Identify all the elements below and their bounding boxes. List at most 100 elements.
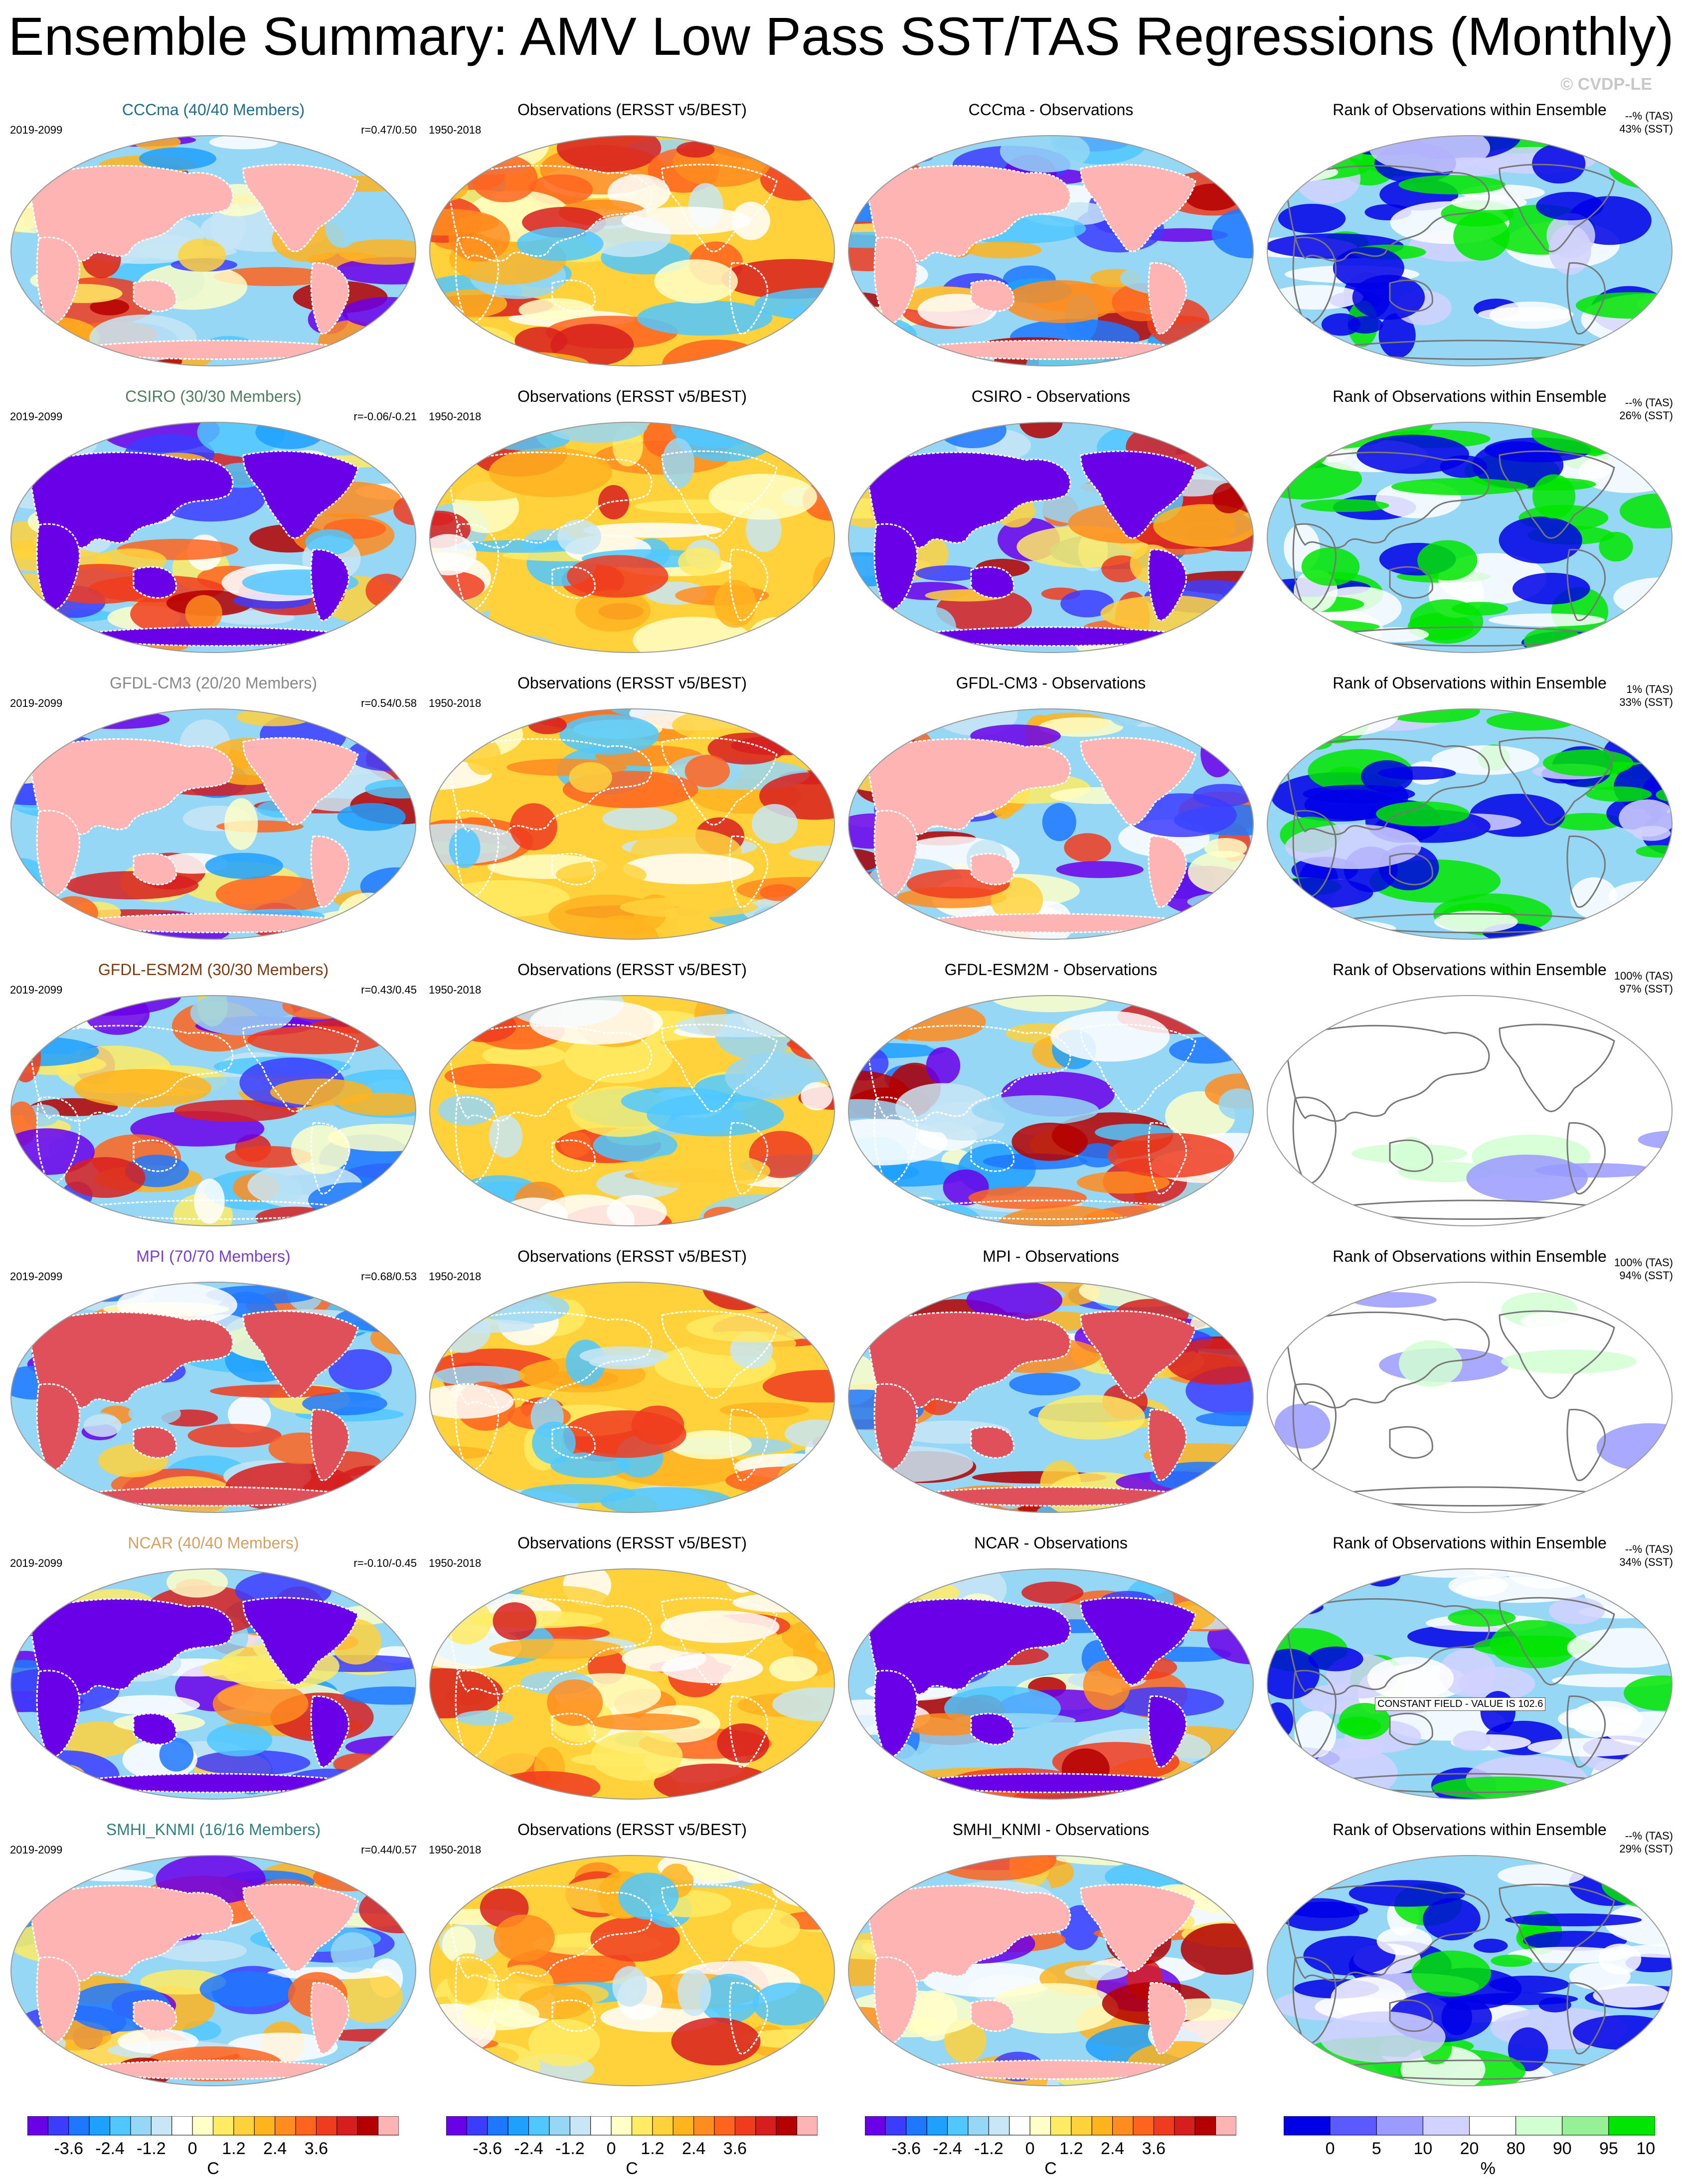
period-label: 2019-2099 — [10, 1557, 63, 1569]
globe-map — [848, 1855, 1254, 2086]
rank-map-title: Rank of Observations within Ensemble — [1333, 387, 1607, 405]
colorbar-swatch — [1283, 2116, 1331, 2136]
temperature-colorbar: -3.6 -2.4 -1.2 0 1.2 2.4 3.6 C — [27, 2116, 399, 2180]
colorbar-tick-label: 100 — [1636, 2139, 1655, 2158]
colorbar-swatch — [213, 2116, 234, 2136]
globe-map — [848, 1568, 1254, 1800]
colorbar-swatch — [295, 2116, 317, 2136]
rank-map-title: Rank of Observations within Ensemble — [1333, 674, 1607, 692]
colorbar-tick-label: -1.2 — [974, 2139, 1004, 2158]
model-map-row-7: SMHI_KNMI (16/16 Members) 2019-2099 r=0.44… — [9, 1820, 418, 2094]
colorbar-tick-label: 1.2 — [1059, 2139, 1083, 2158]
colorbar-tick-label: -2.4 — [514, 2139, 543, 2158]
colorbar-swatch — [192, 2116, 214, 2136]
obs-map-row-7: Observations (ERSST v5/BEST) 1950-2018 — [428, 1820, 837, 2094]
globe-map — [429, 1282, 835, 1513]
period-label: 2019-2099 — [10, 697, 63, 709]
colorbar-swatch — [487, 2116, 508, 2136]
period-label: 1950-2018 — [429, 124, 482, 136]
colorbar-swatch — [755, 2116, 777, 2136]
obs-map-title: Observations (ERSST v5/BEST) — [517, 101, 747, 119]
colorbar-swatch — [1330, 2116, 1377, 2136]
model-map-title: GFDL-ESM2M (30/30 Members) — [98, 961, 329, 979]
colorbar-swatch — [968, 2116, 989, 2136]
model-map-title: CSIRO (30/30 Members) — [125, 387, 302, 405]
rank-map-title: Rank of Observations within Ensemble — [1333, 1821, 1607, 1839]
obs-map-row-6: Observations (ERSST v5/BEST) 1950-2018 — [428, 1533, 837, 1807]
globe-map — [10, 422, 416, 653]
rank-sst: 43% (SST) — [1619, 123, 1673, 135]
rank-map-row-7: Rank of Observations within Ensemble --% … — [1265, 1820, 1674, 2094]
period-label: 2019-2099 — [10, 124, 63, 136]
model-map-row-3: GFDL-CM3 (20/20 Members) 2019-2099 r=0.54/… — [9, 673, 418, 947]
colorbar-swatch — [1009, 2116, 1030, 2136]
colorbar-swatch — [611, 2116, 633, 2136]
model-map-row-6: NCAR (40/40 Members) 2019-2099 r=-0.10/-0.… — [9, 1533, 418, 1807]
globe-map — [429, 1568, 835, 1800]
rank-map-title: Rank of Observations within Ensemble — [1333, 961, 1607, 979]
colorbar-swatch — [797, 2116, 818, 2136]
obs-map-row-2: Observations (ERSST v5/BEST) 1950-2018 — [428, 386, 837, 661]
globe-map — [10, 708, 416, 940]
colorbar-swatch — [1562, 2116, 1609, 2136]
colorbar-swatch — [275, 2116, 296, 2136]
colorbar-swatch — [89, 2116, 111, 2136]
globe-map — [429, 135, 835, 366]
colorbar-swatch — [947, 2116, 969, 2136]
watermark: © CVDP-LE — [1560, 75, 1652, 94]
period-label: 2019-2099 — [10, 984, 63, 996]
period-label: 1950-2018 — [429, 984, 482, 996]
rank-map-title: Rank of Observations within Ensemble — [1333, 1247, 1607, 1265]
colorbar-tick-label: 3.6 — [1142, 2139, 1166, 2158]
globe-map — [429, 708, 835, 940]
globe-map — [429, 422, 835, 653]
period-label: 2019-2099 — [10, 1270, 63, 1283]
colorbar-swatch — [776, 2116, 798, 2136]
rank-sst: 29% (SST) — [1619, 1843, 1673, 1855]
colorbar-swatch — [1608, 2116, 1656, 2136]
colorbar-swatch — [988, 2116, 1010, 2136]
colorbar-swatch — [336, 2116, 358, 2136]
pattern-correlation: r=-0.10/-0.45 — [353, 1557, 417, 1569]
colorbar-swatch — [110, 2116, 131, 2136]
model-map-title: MPI (70/70 Members) — [136, 1247, 291, 1265]
globe-map — [1267, 422, 1673, 653]
colorbar-swatch — [130, 2116, 152, 2136]
globe-map — [10, 1282, 416, 1513]
period-label: 1950-2018 — [429, 1557, 482, 1569]
globe-map — [10, 1568, 416, 1800]
rank-tas: --% (TAS) — [1625, 1543, 1673, 1555]
rank-map-row-3: Rank of Observations within Ensemble 1% (… — [1265, 673, 1674, 947]
colorbar-swatch — [1112, 2116, 1134, 2136]
colorbar-swatch — [569, 2116, 591, 2136]
colorbar-swatch — [171, 2116, 193, 2136]
rank-map-row-5: Rank of Observations within Ensemble 100%… — [1265, 1246, 1674, 1520]
model-map-row-4: GFDL-ESM2M (30/30 Members) 2019-2099 r=0.4… — [9, 960, 418, 1234]
colorbar-swatch — [151, 2116, 172, 2136]
colorbar-swatch — [1029, 2116, 1051, 2136]
colorbar-tick-label: 1.2 — [641, 2139, 664, 2158]
colorbar-swatch — [1469, 2116, 1516, 2136]
pattern-correlation: r=-0.06/-0.21 — [353, 410, 417, 423]
colorbar-unit: C — [207, 2159, 219, 2178]
diff-map-title: CCCma - Observations — [968, 101, 1134, 119]
colorbar-tick-label: -3.6 — [891, 2139, 921, 2158]
model-map-row-2: CSIRO (30/30 Members) 2019-2099 r=-0.06/-0… — [9, 386, 418, 661]
colorbar-swatch — [1133, 2116, 1154, 2136]
colorbar-swatch — [714, 2116, 735, 2136]
colorbar-tick-label: 10 — [1413, 2139, 1432, 2158]
diff-map-row-5: MPI - Observations — [846, 1246, 1255, 1520]
globe-map — [1267, 1568, 1673, 1800]
colorbar-swatch — [47, 2116, 69, 2136]
model-map-row-5: MPI (70/70 Members) 2019-2099 r=0.68/0.53 — [9, 1246, 418, 1520]
diff-map-title: GFDL-CM3 - Observations — [956, 674, 1146, 692]
colorbar-swatch — [734, 2116, 756, 2136]
diff-map-title: NCAR - Observations — [974, 1534, 1128, 1552]
colorbar-swatch — [1153, 2116, 1175, 2136]
period-label: 1950-2018 — [429, 697, 482, 709]
colorbar-tick-label: 2.4 — [1101, 2139, 1124, 2158]
page-title: Ensemble Summary: AMV Low Pass SST/TAS R… — [8, 6, 1674, 66]
colorbar-tick-label: 80 — [1507, 2139, 1525, 2158]
colorbar-tick-label: -2.4 — [95, 2139, 125, 2158]
temperature-colorbar: -3.6 -2.4 -1.2 0 1.2 2.4 3.6 C — [446, 2116, 818, 2180]
